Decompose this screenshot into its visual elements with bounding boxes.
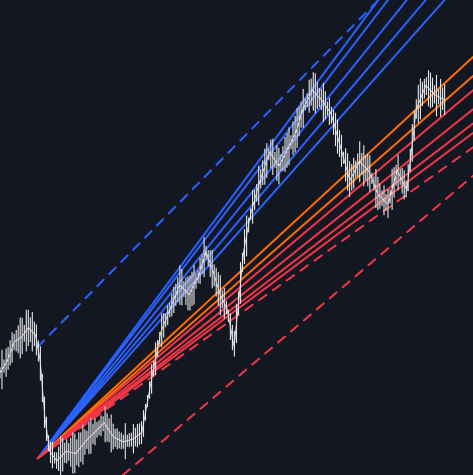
fan-line-4 — [36, 0, 408, 460]
fan-lines-group — [36, 0, 473, 475]
fan-line-7 — [36, 56, 473, 460]
fan-line-10 — [36, 108, 473, 460]
fan-line-1 — [36, 0, 380, 348]
fan-line-12 — [36, 132, 473, 460]
fan-line-14 — [122, 174, 473, 475]
fan-line-5 — [36, 0, 427, 460]
fan-line-3 — [36, 0, 389, 460]
price-series-group — [0, 70, 446, 475]
fan-line-9 — [36, 89, 473, 460]
fan-line-6 — [36, 0, 446, 460]
fan-line-13 — [36, 146, 473, 460]
fan-line-8 — [36, 75, 473, 460]
fan-line-2 — [36, 0, 380, 460]
price-line — [0, 84, 445, 462]
